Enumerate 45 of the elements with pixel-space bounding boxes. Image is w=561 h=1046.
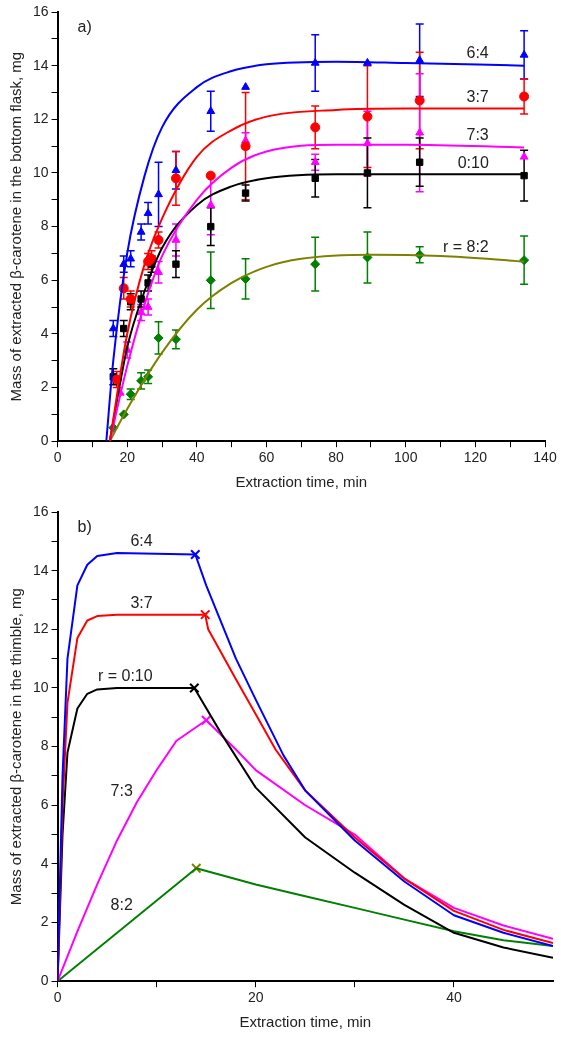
y-axis-title: Mass of extracted β-carotene in the thimble, mg: [7, 588, 25, 906]
y-tick-label: 12: [32, 110, 49, 127]
annotation: 6:4: [130, 532, 153, 550]
y-tick-label: 16: [32, 2, 49, 19]
y-axis-title: Mass of extracted β-carotene in the bottom flask, mg: [7, 51, 25, 402]
x-tick-label: 0: [53, 989, 62, 1006]
x-tick-label: 0: [53, 449, 62, 466]
x-tick-label: 140: [533, 449, 557, 466]
x-tick-label: 40: [189, 449, 205, 466]
annotation: 7:3: [466, 125, 489, 143]
x-axis-title: Extraction time, min: [235, 473, 368, 491]
annotation: 3:7: [466, 87, 489, 105]
y-tick-label: 14: [32, 561, 49, 578]
x-tick-label: 80: [328, 449, 345, 466]
y-tick-label: 4: [40, 854, 49, 871]
x-tick-label: 60: [258, 449, 275, 466]
x-tick-label: 120: [463, 449, 488, 466]
y-tick-label: 10: [32, 163, 49, 180]
y-tick-label: 8: [40, 217, 49, 234]
annotation: b): [77, 518, 92, 536]
y-tick-label: 16: [32, 502, 49, 519]
annotation: 8:2: [110, 896, 133, 914]
x-tick-label: 100: [394, 449, 418, 466]
annotation: 7:3: [110, 781, 133, 799]
y-tick-label: 2: [40, 378, 49, 395]
y-tick-label: 14: [32, 56, 49, 73]
y-tick-label: 10: [32, 678, 49, 695]
annotation: r = 0:10: [97, 667, 153, 685]
y-tick-label: 0: [40, 972, 49, 989]
x-tick-label: 20: [119, 449, 136, 466]
annotation: 3:7: [130, 594, 153, 612]
y-tick-label: 8: [40, 737, 49, 754]
y-tick-label: 6: [40, 796, 49, 813]
annotation: 6:4: [466, 43, 489, 61]
y-tick-label: 4: [40, 324, 49, 341]
annotation: a): [77, 18, 92, 36]
annotation: r = 8:2: [442, 238, 489, 256]
y-tick-label: 0: [40, 432, 49, 449]
x-axis-title: Extraction time, min: [239, 1013, 372, 1031]
y-tick-label: 2: [40, 913, 49, 930]
x-tick-label: 20: [247, 989, 264, 1006]
x-tick-label: 40: [446, 989, 462, 1006]
y-tick-label: 6: [40, 271, 49, 288]
annotation: 0:10: [457, 153, 489, 171]
y-tick-label: 12: [32, 620, 49, 637]
